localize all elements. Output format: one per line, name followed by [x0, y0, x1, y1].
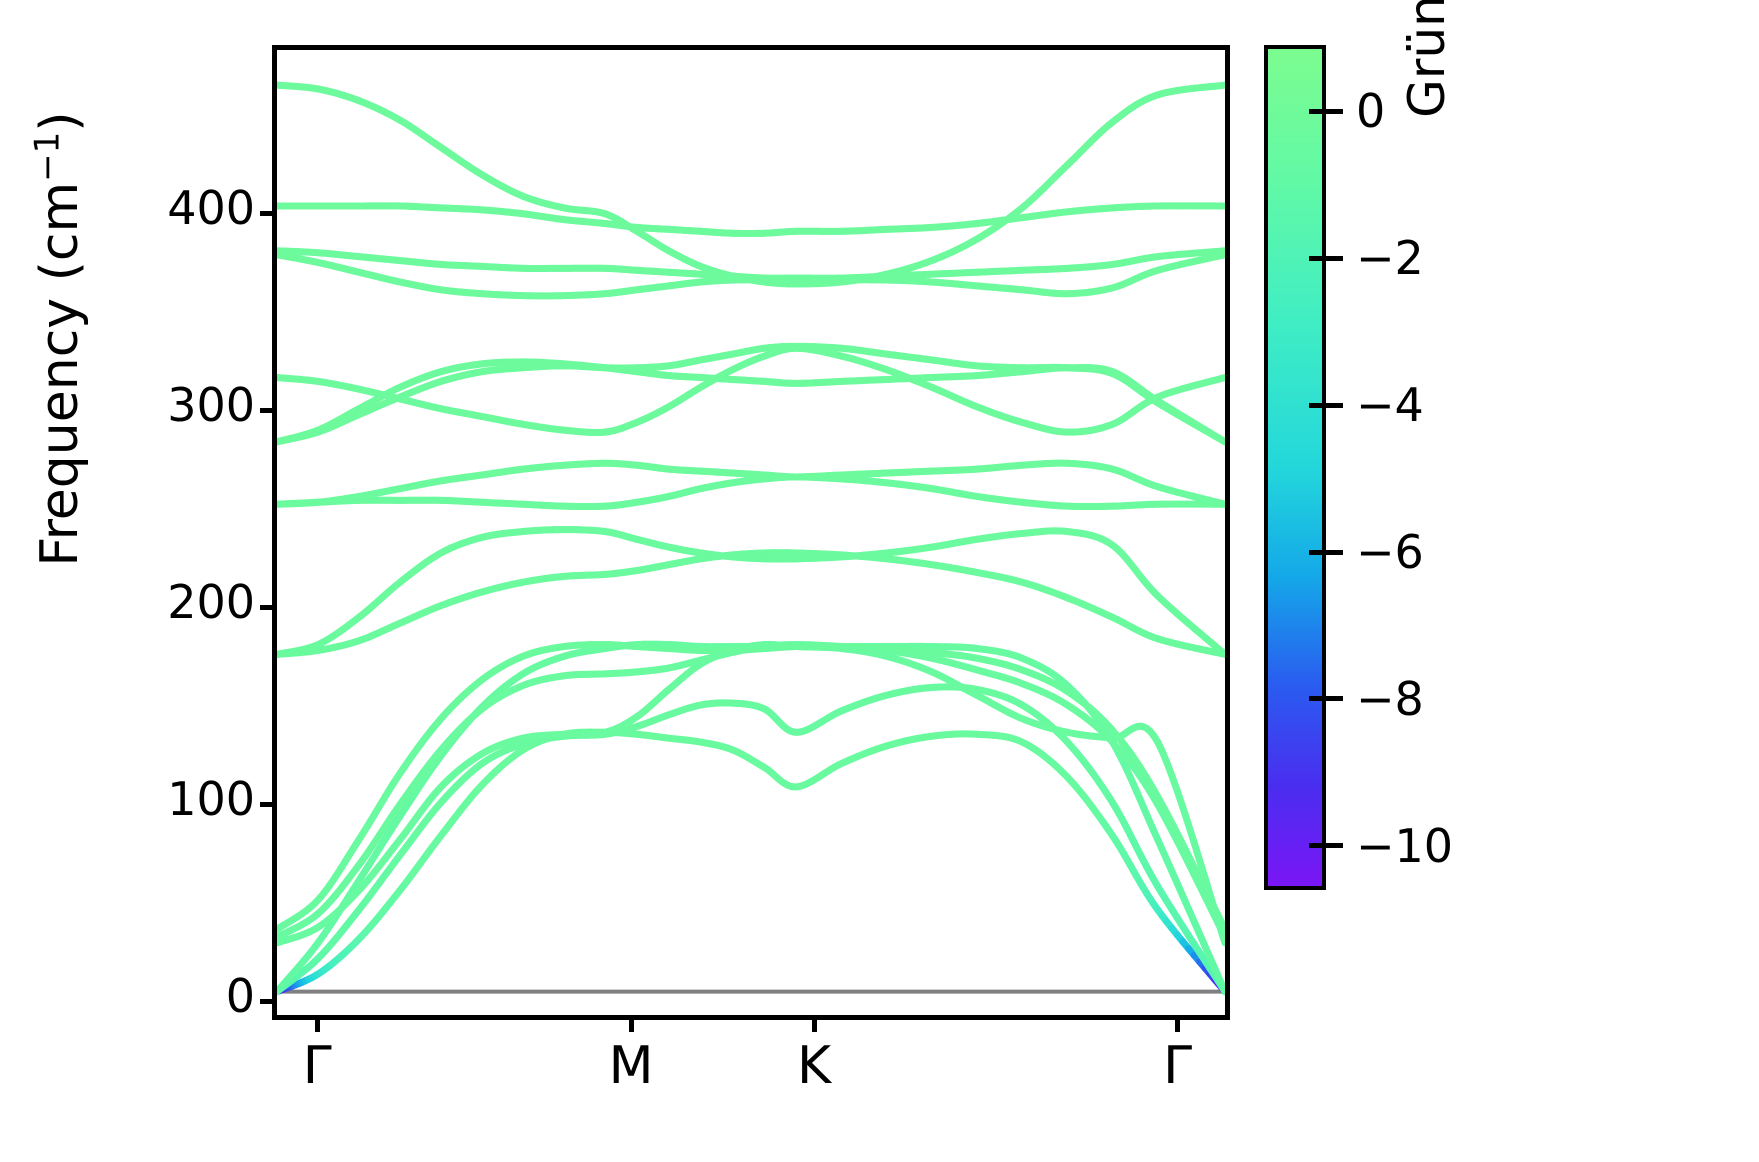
y-tick-label-0: 0	[225, 969, 255, 1024]
y-axis-label-exponent: −1	[27, 131, 68, 182]
colorbar-tick-outer-1	[1326, 255, 1343, 261]
y-tick-0	[260, 998, 277, 1004]
phonon-band-O14	[277, 81, 1225, 288]
phonon-band-O6	[277, 473, 1225, 511]
y-tick-label-200: 200	[167, 575, 255, 630]
x-tick-1	[628, 1015, 634, 1032]
x-tick-label-Γ-3: Γ	[1163, 1036, 1193, 1096]
colorbar-tick-outer-4	[1326, 696, 1343, 702]
y-tick-100	[260, 801, 277, 807]
y-axis-label-tail: )	[30, 111, 90, 132]
colorbar: 0 −2 −4 −6 −8 −10	[1264, 45, 1453, 890]
colorbar-tick-label-3: −6	[1356, 525, 1424, 579]
x-tick-2	[811, 1015, 817, 1032]
colorbar-tick-inner-5	[1309, 843, 1326, 849]
y-axis-label: Frequency (cm−1)	[27, 79, 90, 599]
colorbar-tick-inner-4	[1309, 696, 1326, 702]
colorbar-tick-label-4: −8	[1356, 671, 1424, 726]
y-tick-label-100: 100	[167, 772, 255, 827]
y-tick-400	[260, 210, 277, 216]
x-tick-label-Γ-0: Γ	[302, 1036, 332, 1096]
colorbar-tick-outer-2	[1326, 402, 1343, 408]
phonon-band-O7	[277, 459, 1225, 508]
phonon-band-O10	[277, 344, 1225, 437]
colorbar-tick-label-1: −2	[1356, 231, 1424, 286]
x-tick-label-K-2: K	[796, 1036, 832, 1096]
x-tick-3	[1175, 1015, 1181, 1032]
y-tick-label-400: 400	[167, 181, 255, 236]
colorbar-tick-outer-3	[1326, 549, 1343, 555]
y-tick-200	[260, 604, 277, 610]
band-structure-canvas	[277, 81, 1225, 996]
plot-area	[260, 45, 1230, 1032]
colorbar-tick-inner-0	[1309, 108, 1326, 114]
phonon-band-O5	[277, 526, 1225, 658]
colorbar-tick-label-5: −10	[1356, 818, 1454, 873]
phonon-band-ZA	[277, 728, 1225, 996]
colorbar-tick-label-0: 0	[1356, 84, 1386, 139]
phonon-band-O3	[277, 641, 1225, 933]
colorbar-tick-label-2: −4	[1356, 378, 1424, 433]
phonon-band-O9	[277, 358, 1225, 446]
colorbar-tick-inner-2	[1309, 402, 1326, 408]
colorbar-label-text: Grüneisen parameter	[1398, 0, 1456, 118]
y-tick-300	[260, 407, 277, 413]
colorbar-tick-outer-0	[1326, 108, 1343, 114]
colorbar-tick-inner-1	[1309, 255, 1326, 261]
colorbar-label: Grüneisen parameter	[1398, 0, 1456, 160]
x-tick-label-M-1: M	[608, 1036, 654, 1096]
colorbar-tick-inner-3	[1309, 549, 1326, 555]
x-tick-0	[314, 1015, 320, 1032]
colorbar-gradient	[1264, 45, 1326, 890]
y-tick-label-300: 300	[167, 378, 255, 433]
colorbar-tick-outer-5	[1326, 843, 1343, 849]
y-axis-label-main: Frequency (cm	[30, 181, 90, 567]
phonon-band-O13	[277, 202, 1225, 237]
phonon-band-O12	[277, 247, 1225, 282]
